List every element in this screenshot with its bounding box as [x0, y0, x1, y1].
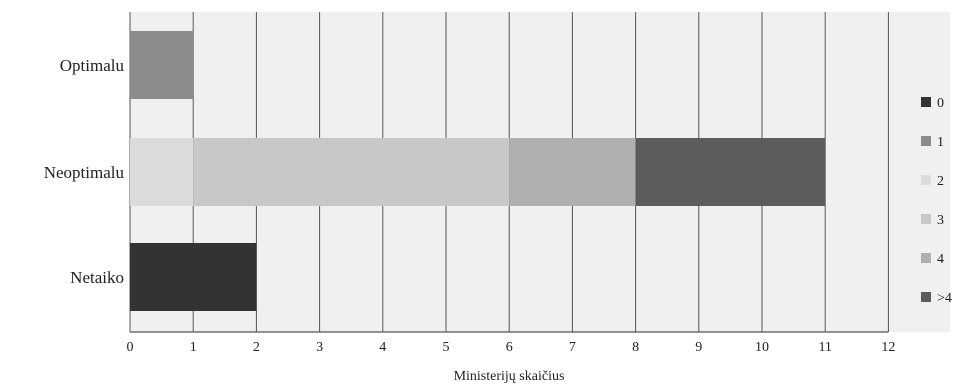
- legend-swatch-3: [921, 214, 931, 224]
- bar-netaiko-series-0: [130, 243, 257, 311]
- bar-neoptimalu-series-3: [193, 138, 510, 206]
- legend-swatch-4: [921, 253, 931, 263]
- x-tick-labels: 0 1 2 3 4 5 6 7 8 9 10 11 12: [127, 340, 896, 355]
- legend-label-gt4: >4: [937, 291, 952, 306]
- x-tick-4: 4: [379, 340, 386, 355]
- x-tick-5: 5: [443, 340, 450, 355]
- legend: 0 1 2 3 4 >4: [921, 96, 952, 306]
- category-label-netaiko: Netaiko: [70, 268, 124, 287]
- x-tick-10: 10: [755, 340, 769, 355]
- bar-neoptimalu-series-2: [130, 138, 194, 206]
- legend-swatch-gt4: [921, 292, 931, 302]
- legend-swatch-2: [921, 175, 931, 185]
- legend-swatch-1: [921, 136, 931, 146]
- x-tick-3: 3: [316, 340, 323, 355]
- legend-label-4: 4: [937, 252, 944, 267]
- x-tick-7: 7: [569, 340, 576, 355]
- x-tick-2: 2: [253, 340, 260, 355]
- x-tick-1: 1: [190, 340, 197, 355]
- category-labels: Optimalu Neoptimalu Netaiko: [44, 56, 125, 287]
- x-tick-0: 0: [127, 340, 134, 355]
- legend-label-1: 1: [937, 135, 944, 150]
- x-axis-label: Ministerijų skaičius: [454, 369, 565, 384]
- x-tick-8: 8: [632, 340, 639, 355]
- x-tick-9: 9: [695, 340, 702, 355]
- legend-label-0: 0: [937, 96, 944, 111]
- bar-optimalu-series-1: [130, 31, 194, 99]
- bar-neoptimalu-series-gt4: [635, 138, 826, 206]
- x-tick-11: 11: [818, 340, 831, 355]
- category-label-neoptimalu: Neoptimalu: [44, 163, 125, 182]
- legend-label-2: 2: [937, 174, 944, 189]
- x-tick-6: 6: [506, 340, 513, 355]
- bars: [130, 31, 826, 311]
- bar-neoptimalu-series-4: [509, 138, 636, 206]
- x-tick-12: 12: [881, 340, 895, 355]
- legend-label-3: 3: [937, 213, 944, 228]
- category-label-optimalu: Optimalu: [60, 56, 125, 75]
- legend-swatch-0: [921, 97, 931, 107]
